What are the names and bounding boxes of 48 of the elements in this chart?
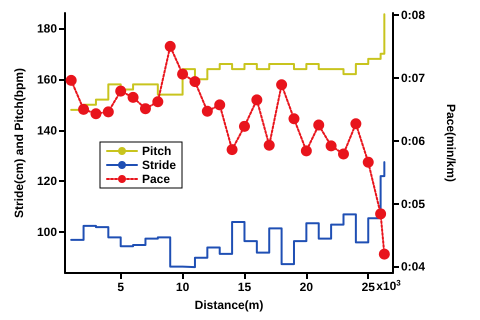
y-tick-label: 140: [36, 123, 58, 138]
point: [276, 79, 288, 90]
point: [300, 145, 312, 156]
point: [375, 208, 386, 220]
point: [78, 104, 90, 115]
point: [140, 103, 151, 114]
point: [128, 92, 139, 103]
point: [164, 40, 176, 52]
point: [378, 248, 390, 260]
y2-tick-label: 0:05: [401, 196, 426, 211]
point: [214, 99, 226, 110]
point: [66, 74, 77, 86]
x-axis-title: Distance(m): [194, 298, 264, 312]
y2-tick-label: 0:07: [401, 70, 426, 85]
point: [226, 144, 238, 156]
x-tick-label: 10: [176, 280, 190, 294]
point: [90, 108, 102, 120]
point: [202, 106, 213, 117]
y2-tick-label: 0:08: [401, 8, 426, 22]
point: [177, 68, 188, 80]
point: [288, 113, 300, 124]
y-tick-label: 160: [36, 72, 58, 86]
point: [326, 140, 337, 152]
y2-tick-label: 0:06: [401, 134, 426, 148]
y-tick-label: 180: [36, 21, 58, 36]
point: [152, 96, 164, 108]
point: [238, 120, 250, 132]
legend-label: Pace: [142, 172, 170, 186]
y-axis-title: Stride(cm) and Pitch(bpm): [12, 68, 26, 218]
y-tick-label: 120: [36, 174, 58, 188]
point: [264, 140, 275, 151]
point: [251, 94, 262, 106]
point: [313, 120, 324, 131]
y2-tick-label: 0:04: [401, 260, 426, 274]
point: [338, 148, 349, 160]
x-tick-label: 20: [300, 280, 314, 294]
x-tick-label: 5: [117, 280, 124, 294]
point: [115, 86, 126, 97]
y-tick-label: 100: [36, 225, 58, 240]
point: [189, 76, 200, 88]
x-tick-label: 25: [362, 280, 376, 294]
legend-label: Stride: [142, 158, 176, 172]
point: [102, 106, 114, 118]
y2-axis-title: Pace(min/km): [444, 104, 458, 182]
x-tick-label: 15: [238, 280, 252, 294]
point: [350, 118, 362, 130]
legend-label: Pitch: [142, 144, 172, 158]
point: [362, 156, 374, 168]
